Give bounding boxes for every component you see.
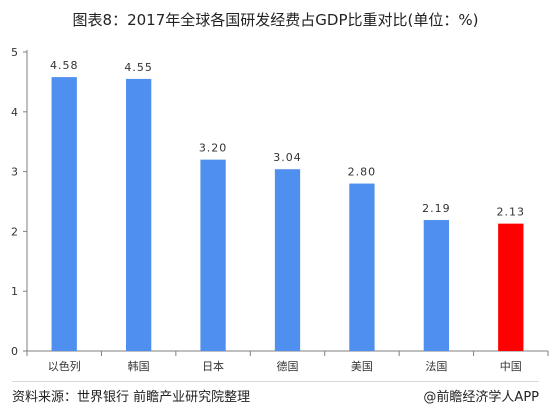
x-axis: 以色列 韩国 日本 德国 美国 法国 中国 [26,350,549,373]
footer: 资料来源：世界银行 前瞻产业研究院整理 @前瞻经济学人APP [12,386,539,405]
source-note: 资料来源：世界银行 前瞻产业研究院整理 [12,390,251,405]
bar [274,169,301,351]
footer-divider [12,381,539,382]
bar-value-label: 2.13 [497,206,526,219]
x-tick-label: 法国 [425,359,447,373]
bar-value-label: 4.58 [50,59,79,72]
bar [125,78,152,351]
bar-value-label: 4.55 [124,61,153,74]
y-axis: 0 1 2 3 4 5 [11,46,28,358]
bar [51,77,77,351]
bar-value-label: 3.20 [199,142,228,155]
bar [200,159,226,351]
bar [423,220,450,351]
bar-value-label: 2.19 [422,202,451,215]
x-tick-label: 以色列 [48,359,81,373]
y-tick-label: 2 [11,225,18,238]
bars [51,77,524,351]
x-tick-label: 中国 [500,360,522,373]
bar-value-label: 2.80 [348,166,377,179]
x-tick-label: 美国 [351,360,373,373]
data-labels: 4.58 4.55 3.20 3.04 2.80 2.19 2.13 [50,59,526,219]
y-tick-label: 1 [11,285,18,298]
bar-value-label: 3.04 [273,151,302,164]
x-tick-label: 德国 [277,359,299,373]
x-tick-label: 日本 [202,359,224,373]
y-tick-label: 0 [11,345,18,358]
chart-title: 图表8：2017年全球各国研发经费占GDP比重对比(单位：%) [72,11,479,29]
bar [498,223,524,351]
x-tick-label: 韩国 [128,359,150,373]
y-tick-label: 4 [11,106,18,119]
credit-note: @前瞻经济学人APP [423,390,539,405]
bar [349,183,375,351]
y-tick-label: 3 [11,166,18,179]
y-tick-label: 5 [11,46,18,59]
